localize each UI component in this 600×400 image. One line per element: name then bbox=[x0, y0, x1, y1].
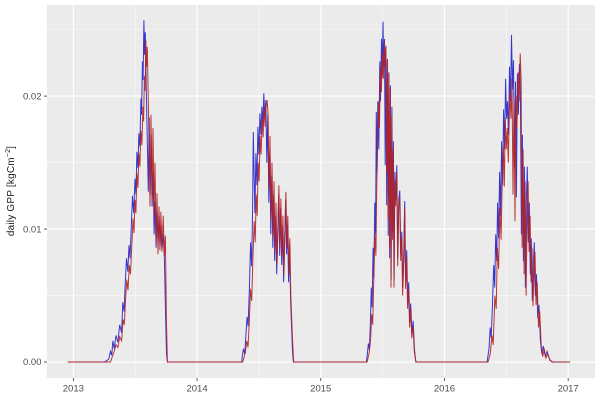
y-tick-label: 0.00 bbox=[23, 357, 42, 368]
x-tick-label: 2016 bbox=[434, 384, 455, 395]
y-axis-title-bracket: ] bbox=[6, 145, 18, 149]
y-tick-label: 0.01 bbox=[23, 224, 42, 235]
x-tick-label: 2013 bbox=[63, 384, 84, 395]
x-tick-label: 2015 bbox=[310, 384, 331, 395]
x-tick-label: 2017 bbox=[558, 384, 579, 395]
y-axis-title-text: daily GPP [kgCm bbox=[6, 157, 18, 237]
x-tick-label: 2014 bbox=[186, 384, 207, 395]
y-axis-title-superscript: −2 bbox=[4, 148, 12, 158]
y-axis-title: daily GPP [kgCm−2] bbox=[5, 146, 17, 236]
series-line-observed-gpp-darkred bbox=[67, 40, 570, 363]
y-tick-label: 0.02 bbox=[23, 91, 42, 102]
